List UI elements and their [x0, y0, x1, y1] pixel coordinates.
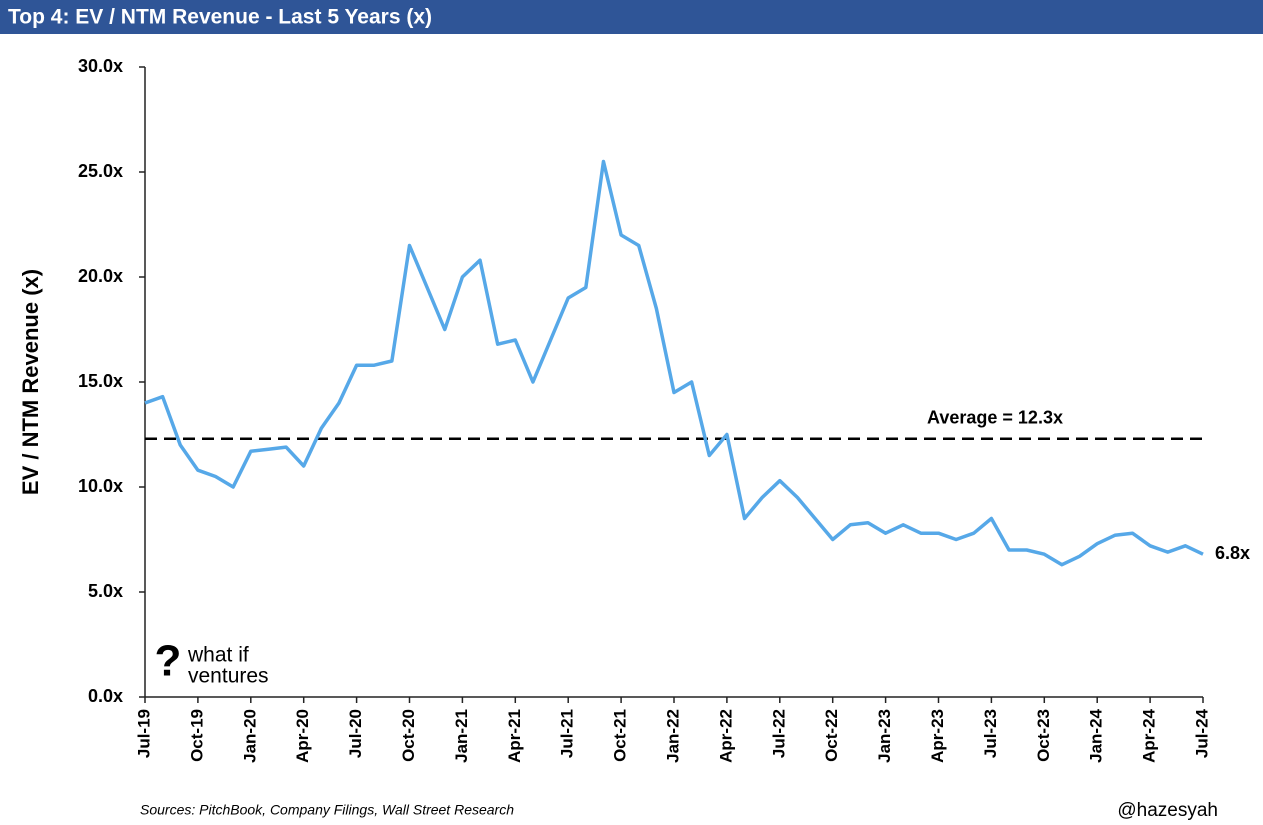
logo-mark: ? — [155, 637, 182, 686]
source-note: Sources: PitchBook, Company Filings, Wal… — [140, 802, 514, 818]
x-tick-label: Jan-21 — [452, 709, 471, 763]
x-tick-label: Jul-21 — [558, 709, 577, 758]
handle: @hazesyah — [1117, 800, 1218, 821]
x-tick-label: Oct-20 — [399, 709, 418, 762]
x-tick-label: Jan-23 — [875, 709, 894, 763]
average-label: Average = 12.3x — [927, 407, 1063, 427]
x-tick-label: Apr-21 — [505, 709, 524, 763]
x-tick-label: Jan-22 — [663, 709, 682, 763]
x-tick-label: Jul-23 — [981, 709, 1000, 758]
x-tick-label: Oct-19 — [187, 709, 206, 762]
x-tick-label: Apr-24 — [1140, 708, 1159, 762]
value-label: 6.8x — [1215, 543, 1250, 563]
x-tick-label: Apr-23 — [928, 709, 947, 763]
x-tick-label: Apr-20 — [293, 709, 312, 763]
title-bar — [0, 0, 1263, 34]
y-tick-label: 0.0x — [88, 686, 123, 706]
x-tick-label: Oct-21 — [611, 709, 630, 762]
x-tick-label: Jan-20 — [240, 709, 259, 763]
y-tick-label: 30.0x — [78, 56, 123, 76]
y-tick-label: 5.0x — [88, 581, 123, 601]
y-tick-label: 10.0x — [78, 476, 123, 496]
data-line — [144, 159, 1204, 567]
x-tick-label: Oct-23 — [1034, 709, 1053, 762]
x-tick-label: Jan-24 — [1087, 708, 1106, 762]
x-tick-label: Jul-19 — [134, 709, 153, 758]
x-tick-label: Oct-22 — [822, 709, 841, 762]
x-tick-label: Jul-24 — [1192, 708, 1211, 758]
logo-text: ventures — [188, 665, 269, 688]
logo-text: what if — [187, 644, 249, 667]
y-tick-label: 25.0x — [78, 161, 123, 181]
chart-title: Top 4: EV / NTM Revenue - Last 5 Years (… — [8, 6, 432, 29]
y-axis-title: EV / NTM Revenue (x) — [18, 269, 43, 495]
x-tick-label: Jul-20 — [346, 709, 365, 758]
y-tick-label: 20.0x — [78, 266, 123, 286]
x-tick-label: Apr-22 — [716, 709, 735, 763]
y-tick-label: 15.0x — [78, 371, 123, 391]
x-tick-label: Jul-22 — [769, 709, 788, 758]
